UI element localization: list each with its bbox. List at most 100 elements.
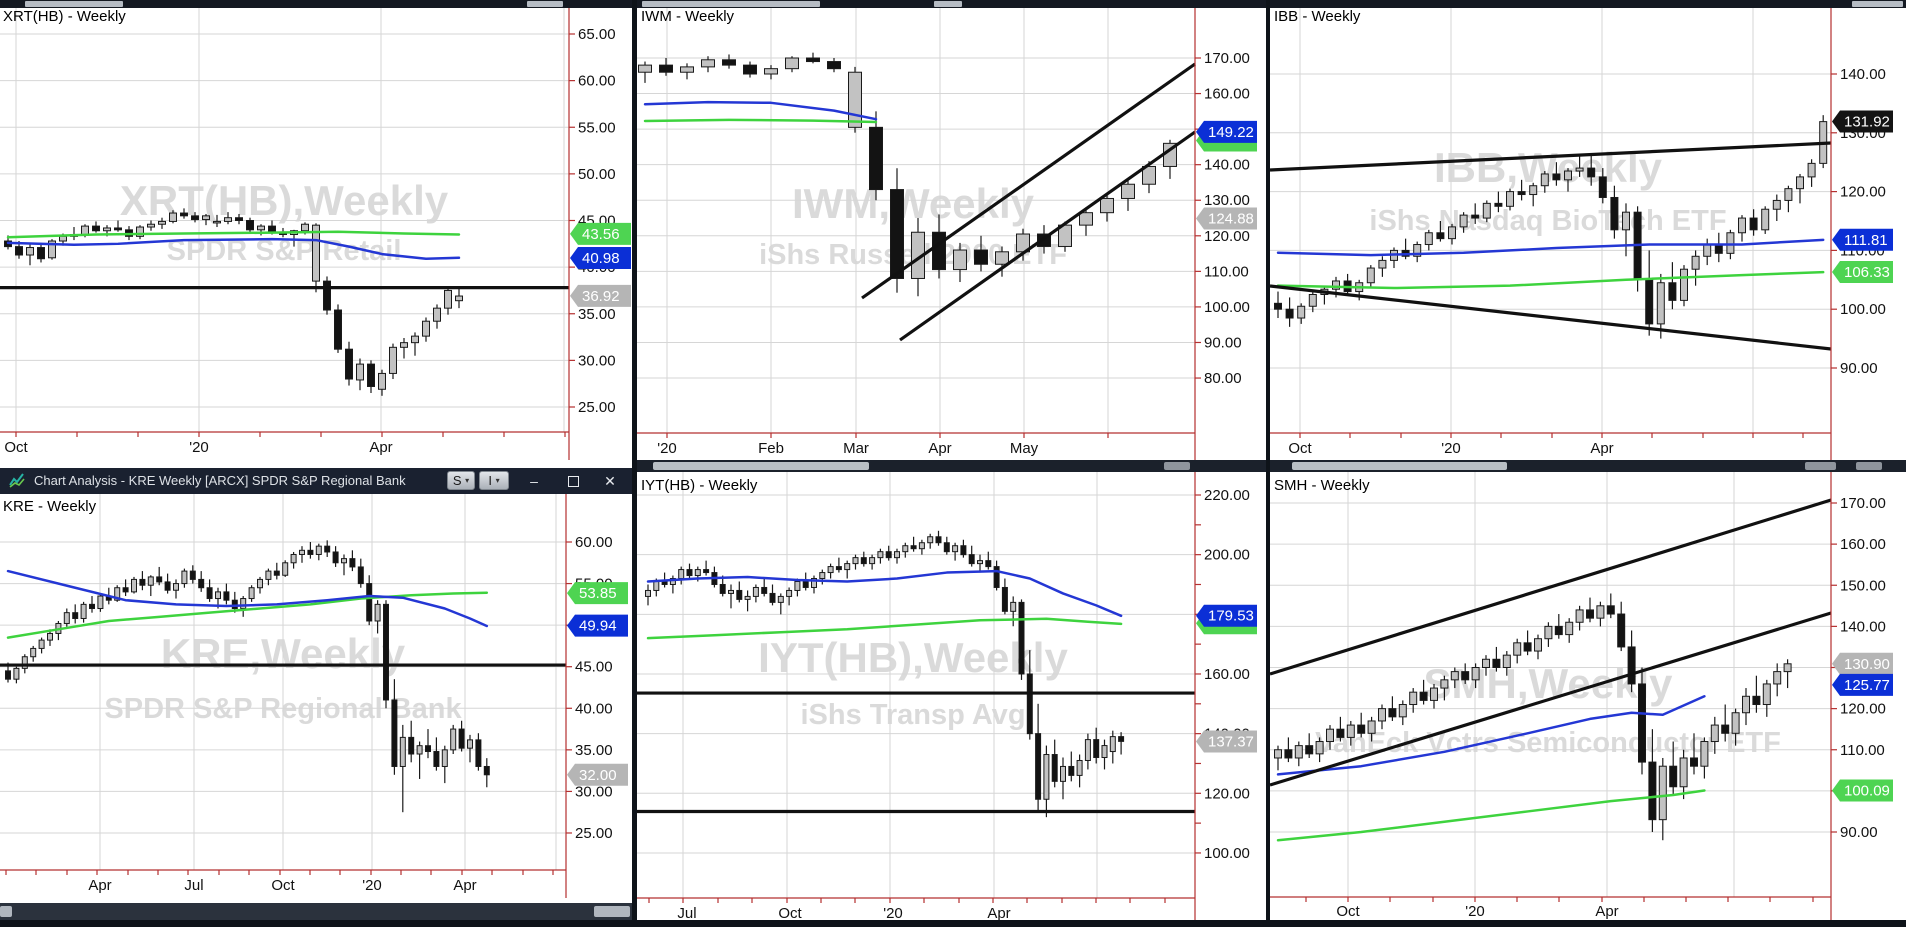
candle-body bbox=[1680, 268, 1688, 301]
candle-body bbox=[1761, 208, 1770, 231]
ibb-horizontal-scrollbar[interactable] bbox=[1270, 460, 1906, 472]
candle-body bbox=[1762, 683, 1771, 706]
ma-blue-line bbox=[646, 569, 1123, 618]
scrollbar-thumb[interactable] bbox=[1292, 462, 1507, 470]
candle-body bbox=[265, 570, 272, 580]
candle-body bbox=[312, 224, 320, 282]
minimize-button[interactable]: – bbox=[530, 473, 538, 489]
candle-body bbox=[968, 554, 975, 565]
scrollbar-segment[interactable] bbox=[1805, 462, 1836, 470]
candle-body bbox=[1285, 308, 1294, 319]
indicator-dropdown-button[interactable]: I ▾ bbox=[479, 471, 509, 490]
price-tag bbox=[1832, 652, 1893, 675]
style-dropdown-button[interactable]: S ▾ bbox=[447, 471, 475, 490]
candle-body bbox=[703, 569, 710, 574]
scrollbar-thumb[interactable] bbox=[653, 462, 869, 470]
iwm-horizontal-scrollbar[interactable] bbox=[637, 460, 1266, 472]
candle-body bbox=[72, 612, 79, 619]
candle-body bbox=[349, 558, 356, 568]
candle-body bbox=[701, 59, 715, 68]
scrollbar-segment[interactable] bbox=[1856, 462, 1882, 470]
y-axis-label: 120.00 bbox=[1840, 701, 1886, 718]
candle-body bbox=[1726, 232, 1735, 254]
candle-body bbox=[1398, 704, 1407, 718]
candle-body bbox=[890, 189, 904, 279]
candle-body bbox=[1575, 609, 1584, 623]
candle-body bbox=[1142, 165, 1156, 185]
candle-body bbox=[1544, 625, 1553, 640]
y-axis-label: 140.00 bbox=[1840, 618, 1886, 635]
candle-body bbox=[345, 348, 353, 380]
candle-body bbox=[224, 217, 232, 222]
trend-line bbox=[1270, 611, 1832, 787]
candle-body bbox=[378, 372, 386, 390]
scrollbar-thumb[interactable] bbox=[594, 906, 630, 917]
candle-body bbox=[1742, 695, 1750, 714]
candle-body bbox=[223, 591, 230, 601]
candle-body bbox=[1109, 736, 1116, 753]
candle-body bbox=[1773, 671, 1782, 685]
scrollbar-segment[interactable] bbox=[1164, 462, 1190, 470]
candle-body bbox=[332, 551, 339, 564]
candle-body bbox=[952, 545, 959, 553]
candle-body bbox=[985, 560, 992, 568]
kre-horizontal-scrollbar[interactable] bbox=[0, 903, 632, 920]
candle-body bbox=[383, 603, 389, 701]
candle-body bbox=[334, 309, 342, 350]
candle-body bbox=[246, 220, 254, 231]
x-axis-label: Oct bbox=[1336, 903, 1360, 920]
candle-body bbox=[1274, 302, 1282, 310]
candle-body bbox=[953, 249, 967, 271]
candle-body bbox=[215, 591, 221, 600]
candle-body bbox=[299, 549, 305, 555]
candle-body bbox=[1622, 211, 1630, 231]
y-axis-label: 30.00 bbox=[578, 352, 616, 369]
top-edge-strip bbox=[0, 0, 1906, 8]
candle-body bbox=[433, 751, 440, 767]
window-divider bbox=[632, 0, 637, 927]
candle-body bbox=[1035, 733, 1042, 800]
candle-body bbox=[1388, 708, 1397, 718]
candle-body bbox=[206, 587, 213, 600]
candle-body bbox=[1076, 759, 1083, 776]
candle-body bbox=[89, 603, 95, 610]
price-tag bbox=[1832, 673, 1893, 696]
chart-canvas-iyt[interactable]: IYT(HB),Weekly iShs Transp Avg 220.00 200.0… bbox=[637, 472, 1266, 927]
y-axis-label: 200.00 bbox=[1204, 547, 1250, 564]
candle-body bbox=[5, 670, 11, 680]
y-axis-label: 100.00 bbox=[1204, 299, 1250, 316]
candle-body bbox=[932, 231, 946, 271]
close-button[interactable]: ✕ bbox=[604, 473, 616, 489]
candle-body bbox=[323, 280, 331, 311]
x-axis-label: Apr bbox=[88, 877, 111, 894]
price-tag-label: 40.98 bbox=[582, 250, 620, 267]
candle-body bbox=[752, 586, 759, 597]
candle-body bbox=[848, 71, 862, 128]
price-tag-label: 49.94 bbox=[579, 618, 617, 635]
maximize-button[interactable] bbox=[562, 471, 584, 491]
scrollbar-left-button[interactable] bbox=[0, 906, 12, 917]
candle-body bbox=[1051, 754, 1058, 782]
candle-body bbox=[1060, 765, 1066, 782]
x-axis-label: Mar bbox=[843, 440, 869, 457]
y-axis-label: 35.00 bbox=[578, 306, 616, 323]
x-axis-label: Feb bbox=[758, 440, 784, 457]
candle-body bbox=[1294, 745, 1303, 759]
candle-body bbox=[1121, 183, 1135, 199]
candle-body bbox=[1517, 191, 1526, 196]
candle-body bbox=[1357, 724, 1366, 734]
candle-body bbox=[995, 251, 1009, 265]
x-axis-label: Oct bbox=[778, 905, 802, 922]
ma-green-line bbox=[1276, 270, 1825, 290]
kre-window-titlebar[interactable]: Chart Analysis - KRE Weekly [ARCX] SPDR … bbox=[0, 468, 632, 494]
candle-body bbox=[444, 289, 452, 309]
candle-body bbox=[977, 560, 983, 565]
candle-body bbox=[257, 578, 263, 589]
candle-body bbox=[389, 346, 397, 374]
candle-body bbox=[1413, 244, 1422, 257]
